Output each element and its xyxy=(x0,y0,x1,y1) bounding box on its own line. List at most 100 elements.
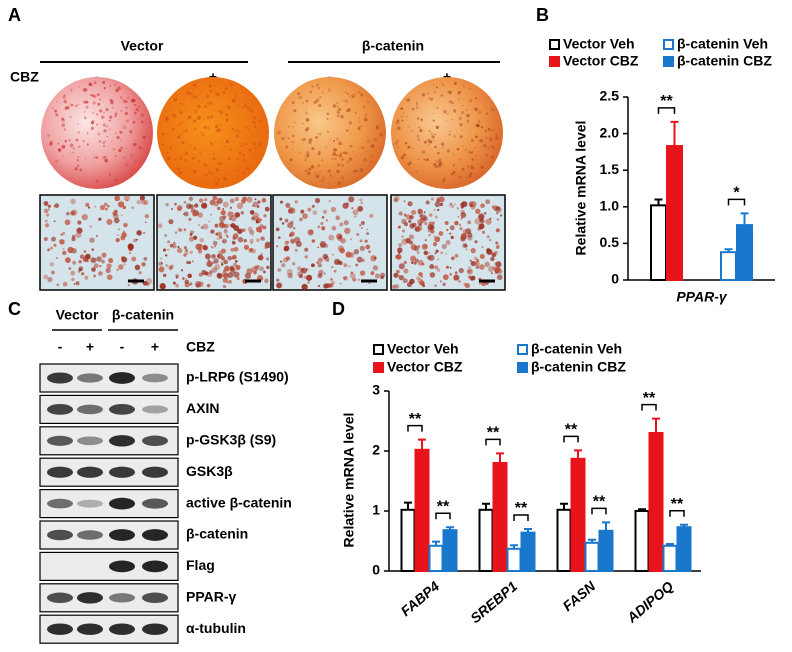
legend-label: Vector CBZ xyxy=(387,359,463,375)
bar xyxy=(442,529,458,573)
lipid-cell xyxy=(410,255,417,262)
lipid-cell xyxy=(118,228,120,231)
lipid-cell xyxy=(167,248,169,251)
lipid-cell xyxy=(428,221,433,226)
stain-speckle xyxy=(251,135,253,138)
lipid-cell xyxy=(218,222,225,229)
lipid-cell xyxy=(340,237,346,244)
stain-speckle xyxy=(70,103,74,107)
lipid-cell xyxy=(427,223,434,230)
lipid-cell xyxy=(236,202,244,210)
stain-speckle xyxy=(319,96,322,99)
stain-speckle xyxy=(174,118,177,120)
lipid-cell xyxy=(438,196,445,203)
row-label: β-catenin xyxy=(186,526,248,542)
lipid-cell xyxy=(77,220,82,225)
blot-band xyxy=(77,436,103,446)
lipid-cell xyxy=(123,195,131,202)
lipid-cell xyxy=(76,227,83,234)
lipid-cell xyxy=(249,210,255,215)
lipid-cell xyxy=(160,257,163,260)
lipid-cell xyxy=(101,252,107,258)
stain-speckle xyxy=(334,158,337,161)
stain-speckle xyxy=(224,181,226,184)
stain-speckle xyxy=(356,170,359,173)
stain-speckle xyxy=(358,121,360,123)
lipid-cell xyxy=(101,259,105,264)
lipid-cell xyxy=(476,258,480,263)
lipid-cell xyxy=(449,266,452,269)
stain-speckle xyxy=(236,134,239,138)
blot-band xyxy=(142,529,168,541)
bar xyxy=(648,432,664,572)
micrograph xyxy=(39,194,155,291)
stain-speckle xyxy=(104,158,109,163)
significance-label: ** xyxy=(487,425,500,442)
stain-speckle xyxy=(318,170,322,174)
lipid-cell xyxy=(394,284,400,289)
stain-speckle xyxy=(305,99,309,103)
stain-speckle xyxy=(474,107,478,112)
stain-speckle xyxy=(210,141,214,146)
stain-speckle xyxy=(352,169,356,174)
lipid-cell xyxy=(474,261,480,267)
lipid-cell xyxy=(294,200,299,204)
row-label: AXIN xyxy=(186,400,219,416)
treatment-sign: + xyxy=(443,69,451,85)
lipid-cell xyxy=(216,197,223,204)
lipid-cell xyxy=(71,234,76,239)
stain-speckle xyxy=(125,147,128,150)
legend-label: Vector Veh xyxy=(387,341,459,357)
stain-speckle xyxy=(210,115,214,119)
stain-speckle xyxy=(167,132,169,135)
stain-speckle xyxy=(301,139,304,142)
error-bar xyxy=(418,438,426,450)
stain-speckle xyxy=(225,118,229,121)
legend-label: β-catenin Veh xyxy=(677,36,768,52)
stain-speckle xyxy=(161,132,165,136)
x-tick-label: SREBP1 xyxy=(467,578,520,626)
stain-speckle xyxy=(311,147,315,151)
lipid-cell xyxy=(209,270,213,274)
stain-speckle xyxy=(288,125,290,128)
treatment-label: CBZ xyxy=(10,69,39,85)
stain-speckle xyxy=(340,152,343,155)
lipid-cell xyxy=(409,215,414,220)
stain-speckle xyxy=(103,129,107,133)
lipid-cell xyxy=(261,198,267,203)
stain-speckle xyxy=(129,130,133,134)
lipid-cell xyxy=(475,208,481,214)
stain-speckle xyxy=(297,97,300,99)
lipid-cell xyxy=(365,244,371,250)
bar xyxy=(570,457,586,572)
stain-speckle xyxy=(77,103,80,105)
stain-speckle xyxy=(142,135,146,140)
stain-speckle xyxy=(370,144,375,148)
lipid-cell xyxy=(330,206,337,212)
stain-speckle xyxy=(100,115,105,119)
lipid-cell xyxy=(232,233,239,240)
lipid-cell xyxy=(241,228,246,233)
lipid-cell xyxy=(106,218,113,226)
lipid-cell xyxy=(223,273,229,279)
lipid-cell xyxy=(251,216,256,221)
stain-speckle xyxy=(317,132,319,134)
lipid-cell xyxy=(189,250,193,255)
stain-speckle xyxy=(137,110,140,112)
stain-speckle xyxy=(106,135,109,138)
treatment-sign: - xyxy=(95,69,100,85)
lipid-cell xyxy=(168,265,173,270)
stain-speckle xyxy=(61,118,64,121)
stain-speckle xyxy=(179,110,183,114)
lipid-cell xyxy=(251,248,256,254)
stain-speckle xyxy=(92,94,95,98)
lipid-cell xyxy=(231,256,235,260)
stain-speckle xyxy=(132,120,136,124)
x-tick-label: FABP4 xyxy=(397,578,442,619)
stain-speckle xyxy=(297,92,301,96)
stain-speckle xyxy=(187,115,192,120)
lipid-cell xyxy=(249,247,253,252)
lipid-cell xyxy=(359,224,362,227)
stain-speckle xyxy=(177,167,181,171)
bar xyxy=(584,541,600,572)
